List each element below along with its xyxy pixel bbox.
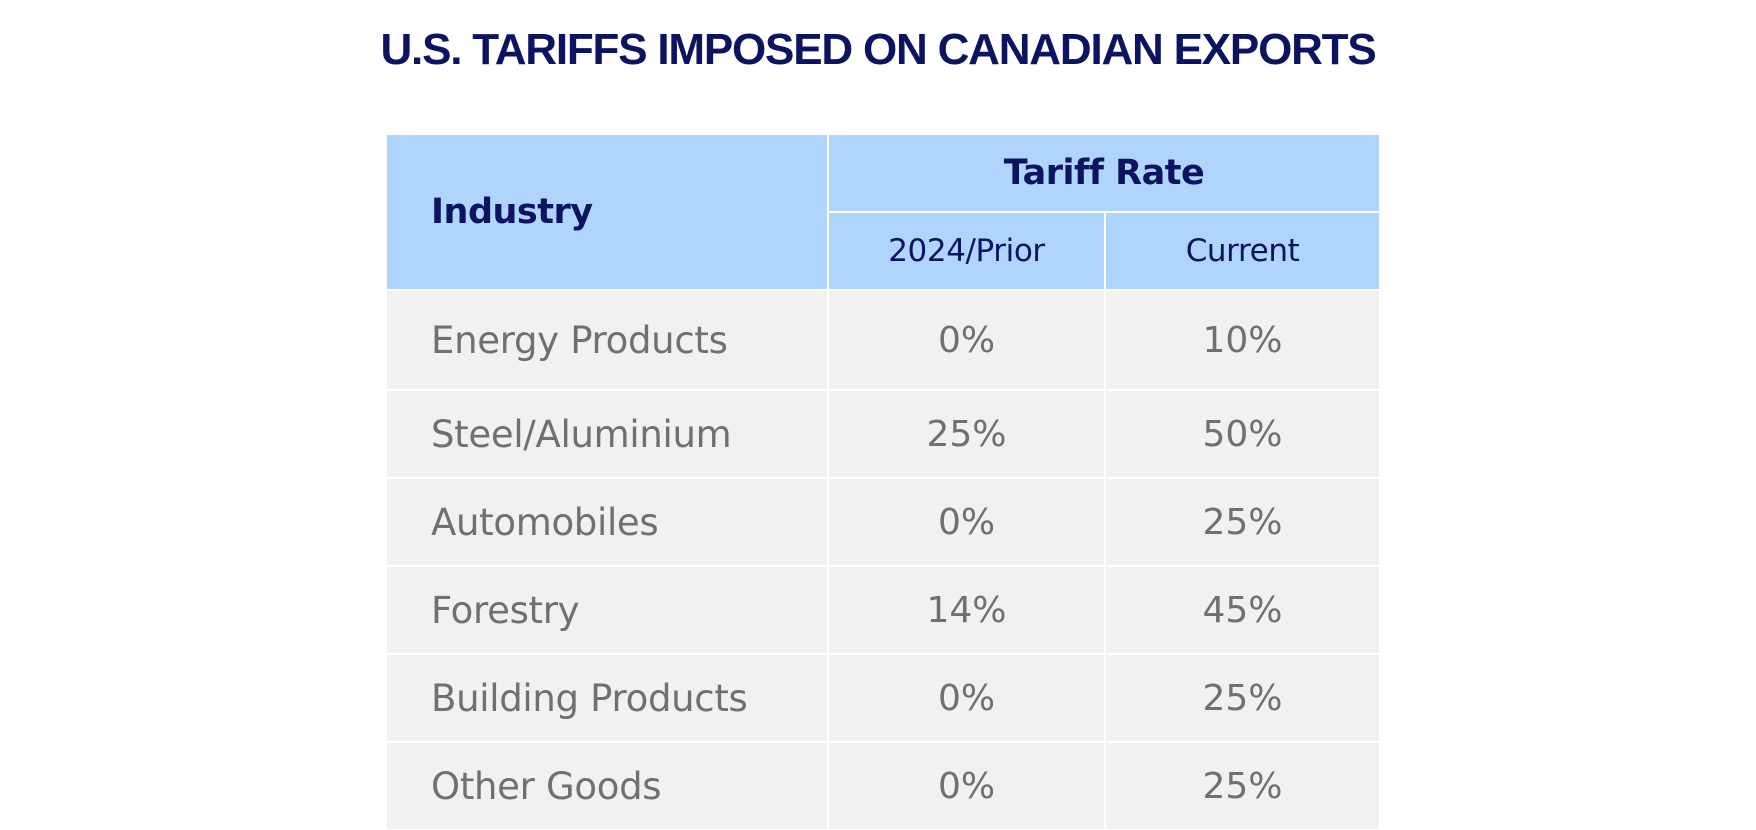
table-row: Energy Products 0% 10% <box>385 289 1382 391</box>
table-body: Energy Products 0% 10% Steel/Aluminium 2… <box>385 289 1382 830</box>
current-rate-cell: 25% <box>1103 741 1382 830</box>
prior-rate-cell: 14% <box>827 565 1106 655</box>
current-rate-cell: 50% <box>1103 389 1382 479</box>
prior-rate-cell: 25% <box>827 389 1106 479</box>
header-row-top: Industry Tariff Rate <box>385 133 1382 291</box>
industry-cell: Automobiles <box>385 477 829 567</box>
current-column-header: Current <box>1103 211 1382 291</box>
current-rate-cell: 10% <box>1103 289 1382 391</box>
current-rate-cell: 25% <box>1103 477 1382 567</box>
header-row-sub: 2024/Prior Current <box>386 211 1382 291</box>
prior-rate-cell: 0% <box>827 741 1106 830</box>
industry-cell: Steel/Aluminium <box>385 389 829 479</box>
prior-column-header: 2024/Prior <box>827 211 1106 291</box>
table-header: Industry Tariff Rate 2024/Prior Current <box>385 133 1382 291</box>
industry-cell: Other Goods <box>385 741 829 830</box>
table-row: Forestry 14% 45% <box>385 565 1382 655</box>
industry-cell: Energy Products <box>385 289 829 391</box>
prior-rate-cell: 0% <box>827 289 1106 391</box>
tariff-table: Industry Tariff Rate 2024/Prior Current … <box>385 133 1382 830</box>
tariff-rate-group-header: Tariff Rate <box>826 133 1382 213</box>
industry-cell: Forestry <box>385 565 829 655</box>
industry-cell: Building Products <box>385 653 829 743</box>
current-rate-cell: 25% <box>1103 653 1382 743</box>
table-row: Other Goods 0% 25% <box>385 741 1382 830</box>
prior-rate-cell: 0% <box>827 477 1106 567</box>
table-row: Building Products 0% 25% <box>385 653 1382 743</box>
current-rate-cell: 45% <box>1103 565 1382 655</box>
table-row: Steel/Aluminium 25% 50% <box>385 389 1382 479</box>
table-row: Automobiles 0% 25% <box>385 477 1382 567</box>
prior-rate-cell: 0% <box>827 653 1106 743</box>
page-title: U.S. TARIFFS IMPOSED ON CANADIAN EXPORTS <box>380 25 1376 74</box>
industry-column-header: Industry <box>385 133 829 291</box>
